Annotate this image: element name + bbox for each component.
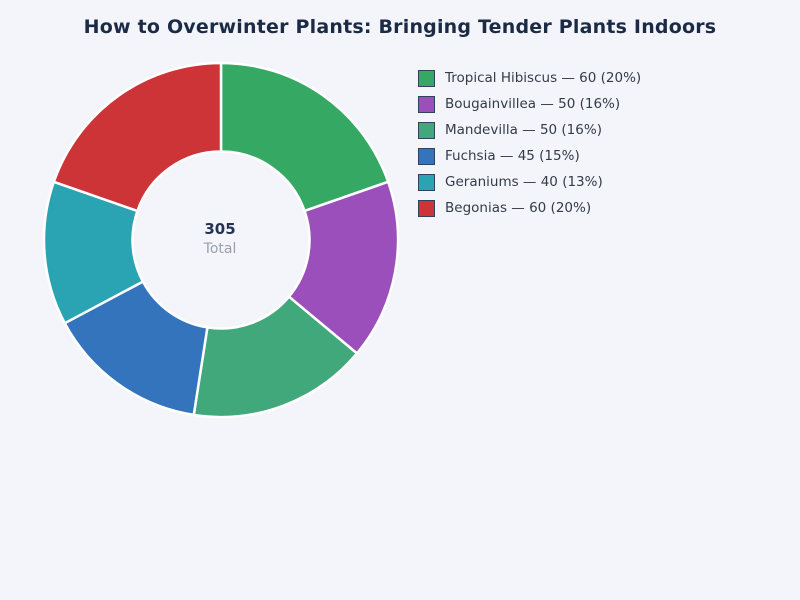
legend-item: Bougainvillea — 50 (16%)	[418, 95, 641, 113]
legend: Tropical Hibiscus — 60 (20%) Bougainville…	[418, 69, 641, 225]
legend-swatch	[418, 121, 435, 139]
legend-swatch	[418, 147, 435, 165]
donut-segment-begonias	[52, 61, 223, 213]
donut-segment-tropical-hibiscus	[219, 61, 390, 213]
legend-swatch	[418, 173, 435, 191]
legend-label: Tropical Hibiscus — 60 (20%)	[445, 70, 642, 86]
chart-title: How to Overwinter Plants: Bringing Tende…	[83, 16, 717, 38]
donut-chart	[42, 61, 400, 419]
legend-swatch	[418, 69, 435, 87]
legend-item: Tropical Hibiscus — 60 (20%)	[418, 69, 641, 87]
legend-label: Fuchsia — 45 (15%)	[445, 148, 580, 164]
legend-label: Geraniums — 40 (13%)	[445, 174, 603, 190]
donut-segment-bougainvillea	[287, 180, 400, 355]
legend-label: Begonias — 60 (20%)	[445, 200, 592, 216]
legend-item: Mandevilla — 50 (16%)	[418, 121, 641, 139]
legend-item: Fuchsia — 45 (15%)	[418, 147, 641, 165]
legend-swatch	[418, 199, 435, 217]
legend-label: Mandevilla — 50 (16%)	[445, 122, 602, 138]
legend-label: Bougainvillea — 50 (16%)	[445, 96, 621, 112]
legend-swatch	[418, 95, 435, 113]
donut-segment-mandevilla	[192, 295, 359, 419]
legend-item: Geraniums — 40 (13%)	[418, 173, 641, 191]
legend-item: Begonias — 60 (20%)	[418, 199, 641, 217]
